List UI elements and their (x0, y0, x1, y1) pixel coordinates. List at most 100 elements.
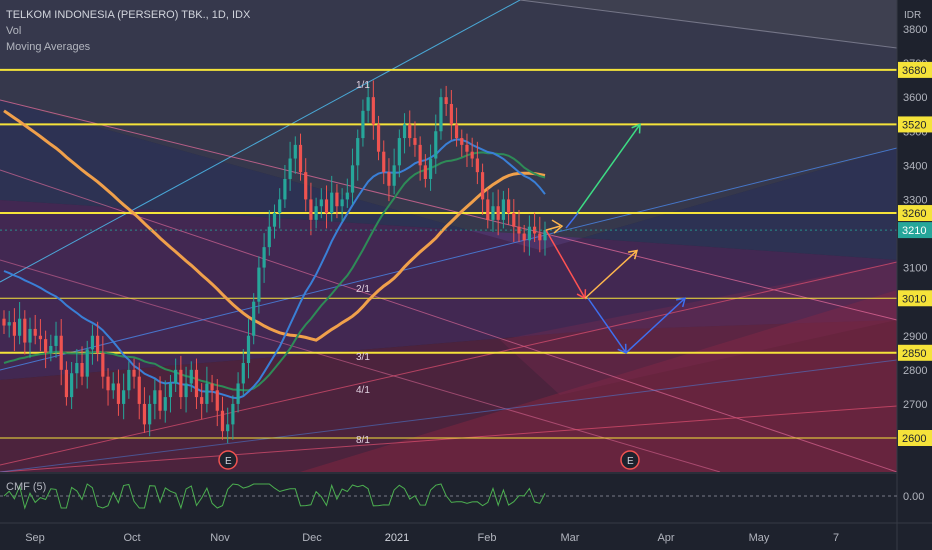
symbol-title[interactable]: TELKOM INDONESIA (PERSERO) TBK., 1D, IDX (6, 9, 251, 21)
fan-lines (0, 0, 897, 472)
earnings-event-marker[interactable]: E (620, 450, 640, 470)
candle-body (174, 369, 178, 384)
candle-body (413, 138, 417, 145)
candle-body (148, 403, 152, 425)
candle-body (28, 328, 32, 343)
candle-body (215, 390, 219, 411)
candle-body (257, 267, 261, 302)
candle-body (335, 192, 339, 207)
candle-body (111, 383, 115, 391)
projection-arrow-head (551, 219, 564, 234)
candle-body (49, 345, 53, 353)
projection-arrow[interactable] (545, 225, 561, 231)
candles (2, 80, 547, 444)
candle-body (486, 199, 490, 220)
fan-line-grey (519, 0, 897, 49)
price-axis[interactable]: 3800370036003500340033003200310030002900… (898, 24, 932, 446)
candle-body (241, 363, 245, 384)
candle-body (137, 376, 141, 404)
time-tick-label: 7 (833, 532, 839, 544)
candle-body (460, 138, 464, 145)
candle-body (12, 322, 17, 336)
cmf-indicator-label[interactable]: CMF (5) (6, 481, 47, 493)
candle-body (96, 335, 100, 353)
price-tick-label: 3600 (903, 92, 927, 104)
candle-body (23, 318, 27, 343)
ma-slow-line (3, 109, 546, 342)
projection-arrow[interactable] (545, 229, 586, 299)
projection-arrow[interactable] (584, 249, 638, 299)
projection-arrow-head (628, 249, 639, 260)
candle-body (262, 247, 266, 268)
candle-body (236, 383, 240, 404)
price-tick-label: 3400 (903, 160, 927, 172)
candle-body (418, 144, 422, 166)
candle-body (434, 131, 438, 159)
candle-body (132, 369, 136, 377)
candle-body (158, 390, 162, 411)
candle-body (382, 151, 386, 173)
cmf-line (3, 483, 546, 510)
candle-body (220, 410, 225, 432)
candle-body (85, 349, 89, 377)
fan-label: 3/1 (356, 352, 370, 363)
level-price-label: 2600 (902, 433, 926, 445)
candle-body (75, 363, 79, 374)
vol-indicator-label[interactable]: Vol (6, 25, 22, 37)
candle-body (205, 383, 209, 404)
level-price-badge: 2600 (898, 430, 932, 446)
candle-body (361, 110, 365, 139)
price-tick-label: 2800 (903, 365, 927, 377)
time-tick-label: Apr (657, 532, 674, 544)
candle-body (423, 165, 427, 179)
fan-label: 1/1 (356, 80, 370, 91)
candle-body (366, 97, 370, 111)
price-pane[interactable]: 1/12/13/14/18/1 E E (0, 0, 897, 472)
candle-body (304, 172, 308, 200)
moving-averages (3, 109, 546, 400)
fan-band-magenta (0, 320, 897, 472)
price-tick-label: 3800 (903, 24, 927, 36)
level-price-label: 3680 (902, 65, 926, 77)
candle-body (153, 390, 157, 404)
projection-arrow-head (631, 123, 641, 134)
candle-body (439, 97, 443, 132)
candle-body (278, 199, 282, 214)
projection-arrow[interactable] (625, 297, 686, 354)
svg-text:E: E (225, 456, 232, 467)
cmf-pane[interactable] (0, 483, 897, 510)
candle-body (501, 199, 505, 220)
chart-legend: TELKOM INDONESIA (PERSERO) TBK., 1D, IDX… (6, 7, 250, 55)
projection-arrow[interactable] (576, 123, 641, 214)
time-tick-label: Mar (561, 532, 580, 544)
ma-fast-line (3, 138, 546, 400)
ma-mid-line (3, 151, 546, 392)
earnings-event-marker[interactable]: E (218, 450, 238, 470)
candle-body (64, 369, 69, 398)
candle-body (33, 328, 37, 336)
candle-body (106, 376, 110, 391)
candle-body (324, 199, 329, 214)
projection-arrows (545, 123, 687, 354)
candle-body (376, 124, 381, 152)
currency-label: IDR (904, 10, 921, 21)
price-tick-label: 2700 (903, 399, 927, 411)
fan-band-blue (0, 100, 897, 260)
candle-body (38, 335, 43, 340)
projection-arrow[interactable] (565, 212, 579, 229)
current-price-label: 3210 (902, 225, 926, 237)
price-tick-label: 3100 (903, 263, 927, 275)
candle-body (480, 172, 485, 200)
time-axis[interactable]: Sep Oct Nov Dec 2021 Feb Mar Apr May 7 (25, 532, 839, 544)
candle-body (387, 172, 391, 186)
ma-indicator-label[interactable]: Moving Averages (6, 41, 91, 53)
fan-labels: 1/1 2/1 3/1 4/1 8/1 (356, 80, 370, 446)
level-price-label: 3520 (902, 119, 926, 131)
projection-arrow[interactable] (587, 297, 627, 354)
candle-body (44, 339, 48, 353)
candle-body (527, 226, 531, 241)
candle-body (506, 199, 511, 214)
candle-body (226, 424, 230, 432)
svg-text:E: E (627, 456, 634, 467)
